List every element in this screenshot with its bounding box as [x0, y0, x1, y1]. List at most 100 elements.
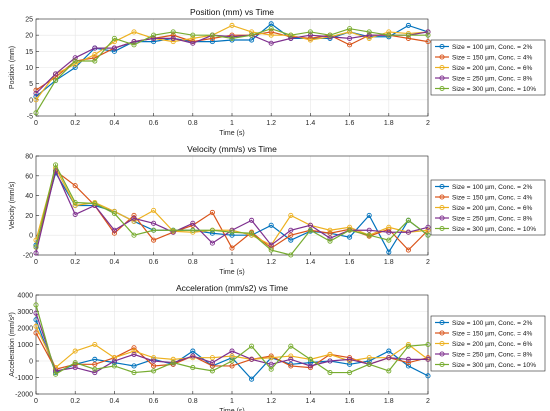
data-point [131, 39, 137, 45]
data-point [92, 200, 98, 207]
data-point [268, 32, 274, 38]
data-point [229, 229, 235, 235]
data-point [131, 345, 137, 351]
x-tick-label: 0.4 [110, 120, 120, 127]
legend-swatch-marker [439, 204, 445, 211]
y-tick-label: 80 [25, 154, 33, 161]
series-line-1 [35, 23, 429, 98]
x-tick-label: 0.4 [110, 259, 120, 266]
data-point [307, 360, 313, 366]
legend-label: Size = 200 µm, Conc. = 6% [452, 341, 533, 348]
series-line-2 [35, 31, 429, 91]
data-point [327, 32, 333, 38]
data-point [131, 363, 137, 369]
data-point [72, 348, 78, 354]
data-point [209, 209, 215, 215]
data-point [405, 360, 411, 366]
data-point [366, 361, 372, 367]
data-point [327, 358, 333, 364]
data-point [209, 363, 215, 369]
x-tick-label: 0 [34, 120, 38, 127]
data-point [131, 218, 137, 224]
data-point [33, 244, 39, 250]
x-tick-label: 1.4 [306, 259, 316, 266]
data-point [425, 356, 431, 362]
data-point [33, 90, 39, 96]
data-point [190, 348, 196, 354]
x-tick-label: 2 [426, 259, 430, 266]
data-point [386, 224, 392, 230]
data-point [347, 35, 353, 41]
x-tick-label: 1.4 [306, 120, 316, 127]
legend-label: Size = 250 µm, Conc. = 8% [452, 215, 533, 222]
data-point [405, 247, 411, 253]
data-point [366, 32, 372, 38]
y-tick-label: 0 [29, 97, 33, 104]
series-line-5 [35, 163, 429, 256]
data-point [288, 343, 294, 349]
data-point [405, 229, 411, 235]
data-point [249, 37, 255, 43]
data-point [249, 230, 255, 236]
data-point [229, 35, 235, 41]
data-point [170, 39, 176, 45]
chart-panel-1: 0 0.2 0.4 0.6 0.8 1 1.2 1.4 1.6 1.8 2-50510152025P… [9, 7, 431, 137]
y-tick-label: -5 [27, 114, 33, 121]
data-point [151, 227, 157, 233]
data-point [327, 227, 333, 233]
x-tick-label: 1.6 [345, 120, 355, 127]
data-point [307, 222, 313, 228]
data-point [53, 71, 59, 77]
legend-swatch-marker [439, 75, 445, 81]
y-tick-label: 4000 [17, 293, 33, 300]
data-point [249, 29, 255, 35]
data-point [307, 37, 313, 43]
data-point [33, 323, 39, 329]
data-point [190, 220, 196, 226]
legend-box [430, 315, 546, 372]
data-point [151, 363, 157, 369]
data-point [151, 220, 157, 226]
x-axis-label: Time (s) [219, 269, 244, 276]
data-point [229, 22, 235, 29]
legend-label: Size = 100 µm, Conc. = 2% [452, 44, 533, 51]
data-point [33, 330, 39, 336]
data-point [268, 247, 274, 253]
data-point [268, 26, 274, 32]
data-point [131, 42, 137, 48]
x-tick-label: 1.2 [266, 398, 276, 405]
data-point [268, 40, 274, 46]
data-point [72, 64, 78, 71]
data-point [366, 35, 372, 41]
legend-swatch-marker [439, 225, 445, 232]
y-tick-label: -1000 [15, 375, 33, 382]
data-point [366, 212, 372, 218]
data-point [268, 361, 274, 367]
data-point [33, 110, 39, 116]
data-point [347, 227, 353, 233]
data-point [131, 351, 137, 357]
y-tick-label: 15 [25, 49, 33, 56]
data-point [347, 356, 353, 362]
data-point [151, 368, 157, 374]
data-point [111, 48, 117, 54]
data-point [288, 232, 294, 238]
data-point [347, 234, 353, 240]
y-tick-label: 20 [25, 213, 33, 220]
legend-label: Size = 200 µm, Conc. = 6% [452, 65, 533, 72]
data-point [170, 356, 176, 362]
data-point [288, 32, 294, 38]
data-point [53, 168, 59, 174]
legend-swatch-marker [439, 330, 445, 336]
data-point [209, 39, 215, 45]
y-tick-label: 0 [29, 233, 33, 240]
data-point [131, 348, 137, 354]
data-point [327, 238, 333, 244]
data-point [190, 227, 196, 233]
data-point [72, 55, 78, 61]
data-point [170, 35, 176, 41]
data-point [33, 250, 39, 256]
data-point [33, 97, 39, 103]
data-point [111, 45, 117, 51]
